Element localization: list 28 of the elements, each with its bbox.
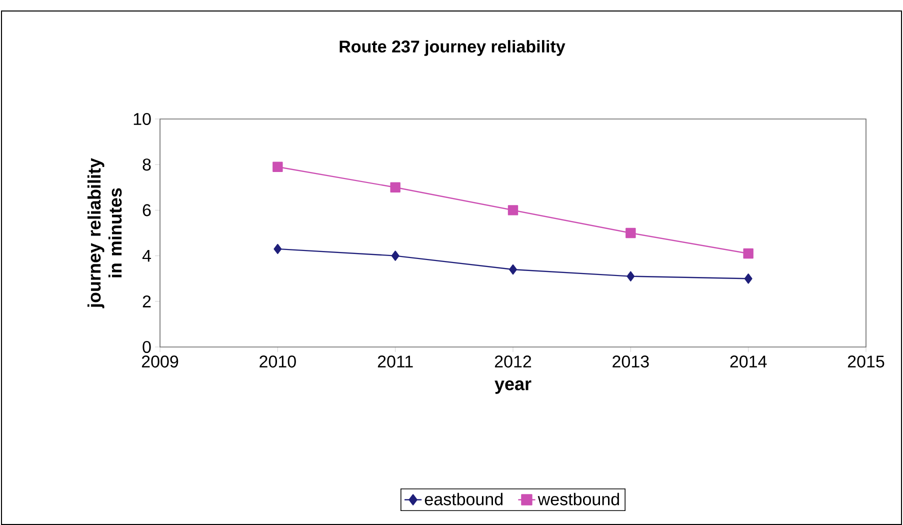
x-axis-title: year (494, 380, 532, 394)
y-axis-title: journey reliability in minutes (87, 158, 122, 308)
point (626, 228, 636, 238)
legend-label: eastbound (424, 492, 502, 506)
y-tick-label: 10 (134, 112, 151, 126)
x-tick-label: 2014 (730, 356, 767, 368)
chart-title: Route 237 journey reliability (340, 40, 566, 56)
point (390, 182, 400, 192)
y-tick-label: 6 (142, 204, 151, 216)
point (626, 271, 635, 282)
y-tick-label: 8 (142, 158, 151, 171)
x-tick-label: 2015 (848, 356, 884, 368)
x-tick-label: 2012 (494, 356, 532, 368)
x-tick-label: 2009 (142, 356, 178, 368)
point (508, 205, 518, 216)
point (509, 264, 517, 275)
x-tick-label: 2013 (612, 356, 649, 368)
point (272, 162, 283, 172)
y-tick-label: 2 (142, 295, 151, 308)
y-tick-label: 4 (142, 250, 151, 262)
point (391, 250, 400, 261)
point (743, 248, 754, 259)
x-tick-label: 2010 (260, 356, 296, 368)
x-tick-label: 2011 (378, 356, 413, 368)
point (744, 273, 752, 284)
point (274, 244, 282, 254)
y-tick-label: 0 (142, 340, 151, 354)
legend-label: westbound (538, 492, 619, 506)
